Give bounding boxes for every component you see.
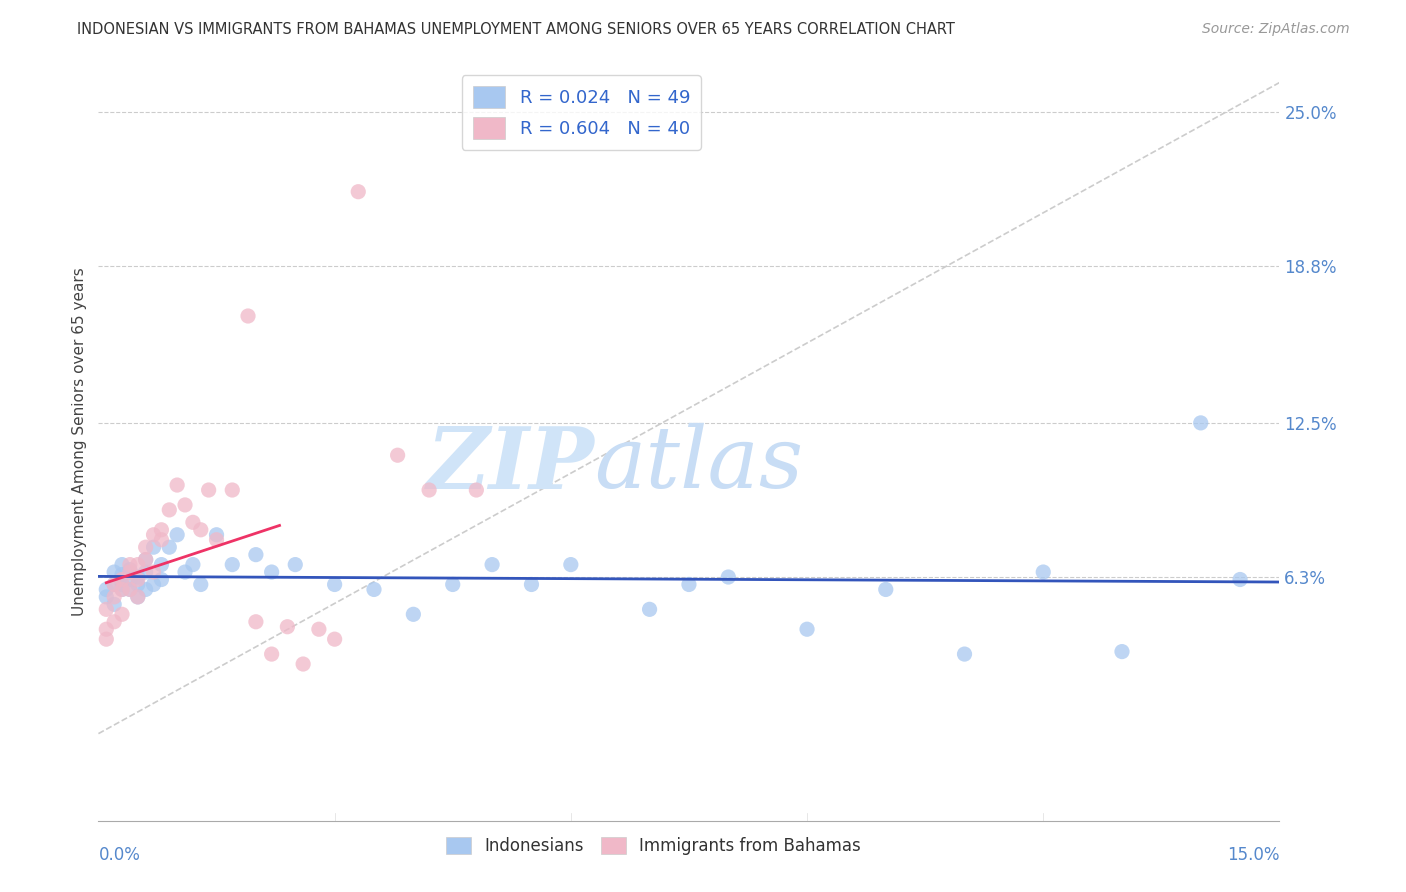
Point (150, 523, 173, 537)
Point (1032, 565, 1054, 579)
Point (402, 607, 425, 622)
Point (96, 632, 118, 647)
Point (347, 185, 370, 199)
Point (135, 552, 157, 566)
Point (174, 565, 197, 579)
Text: atlas: atlas (595, 423, 804, 506)
Point (465, 483, 488, 497)
Point (157, 540, 180, 554)
Point (135, 565, 157, 579)
Point (190, 577, 212, 591)
Point (118, 573, 141, 587)
Text: 0.0%: 0.0% (98, 846, 141, 863)
Point (796, 622, 818, 636)
Text: Source: ZipAtlas.com: Source: ZipAtlas.com (1202, 22, 1350, 37)
Point (118, 565, 141, 579)
Point (111, 577, 134, 591)
Point (135, 582, 157, 597)
Point (111, 567, 134, 582)
Point (236, 309, 259, 323)
Point (323, 632, 346, 647)
Point (363, 582, 385, 597)
Point (717, 570, 740, 584)
Point (245, 615, 267, 629)
Point (127, 590, 149, 604)
Point (103, 598, 125, 612)
Y-axis label: Unemployment Among Seniors over 65 years: Unemployment Among Seniors over 65 years (72, 268, 87, 615)
Point (96, 582, 118, 597)
Point (127, 590, 149, 604)
Text: 15.0%: 15.0% (1227, 846, 1279, 863)
Text: INDONESIAN VS IMMIGRANTS FROM BAHAMAS UNEMPLOYMENT AMONG SENIORS OVER 65 YEARS C: INDONESIAN VS IMMIGRANTS FROM BAHAMAS UN… (77, 22, 955, 37)
Point (166, 528, 188, 542)
Point (418, 483, 440, 497)
Point (166, 478, 188, 492)
Point (118, 558, 141, 572)
Point (150, 533, 173, 547)
Point (127, 570, 149, 584)
Point (142, 528, 165, 542)
Point (953, 647, 976, 661)
Point (103, 590, 125, 604)
Point (1111, 644, 1133, 658)
Point (150, 573, 173, 587)
Point (284, 558, 307, 572)
Point (260, 647, 283, 661)
Point (1229, 573, 1251, 587)
Point (103, 615, 125, 629)
Point (387, 448, 409, 462)
Point (96, 590, 118, 604)
Point (142, 565, 165, 579)
Legend: Indonesians, Immigrants from Bahamas: Indonesians, Immigrants from Bahamas (440, 830, 868, 862)
Point (111, 582, 134, 597)
Point (103, 565, 125, 579)
Point (135, 540, 157, 554)
Point (292, 657, 315, 671)
Point (96, 622, 118, 636)
Point (481, 558, 503, 572)
Point (118, 563, 141, 577)
Point (638, 602, 661, 616)
Text: ZIP: ZIP (426, 423, 595, 506)
Point (190, 523, 212, 537)
Point (875, 582, 897, 597)
Point (127, 573, 149, 587)
Point (276, 620, 298, 634)
Point (1189, 416, 1212, 430)
Point (111, 607, 134, 622)
Point (181, 558, 204, 572)
Point (174, 498, 197, 512)
Point (127, 558, 149, 572)
Point (181, 516, 204, 530)
Point (221, 483, 243, 497)
Point (111, 573, 134, 587)
Point (520, 577, 543, 591)
Point (678, 577, 700, 591)
Point (118, 582, 141, 597)
Point (205, 533, 228, 547)
Point (142, 540, 165, 554)
Point (245, 548, 267, 562)
Point (118, 582, 141, 597)
Point (197, 483, 219, 497)
Point (323, 577, 346, 591)
Point (150, 558, 173, 572)
Point (260, 565, 283, 579)
Point (127, 577, 149, 591)
Point (96, 602, 118, 616)
Point (205, 528, 228, 542)
Point (308, 622, 330, 636)
Point (111, 558, 134, 572)
Point (560, 558, 582, 572)
Point (441, 577, 464, 591)
Point (111, 582, 134, 597)
Point (103, 577, 125, 591)
Point (157, 503, 180, 517)
Point (142, 577, 165, 591)
Point (135, 552, 157, 566)
Point (221, 558, 243, 572)
Point (103, 577, 125, 591)
